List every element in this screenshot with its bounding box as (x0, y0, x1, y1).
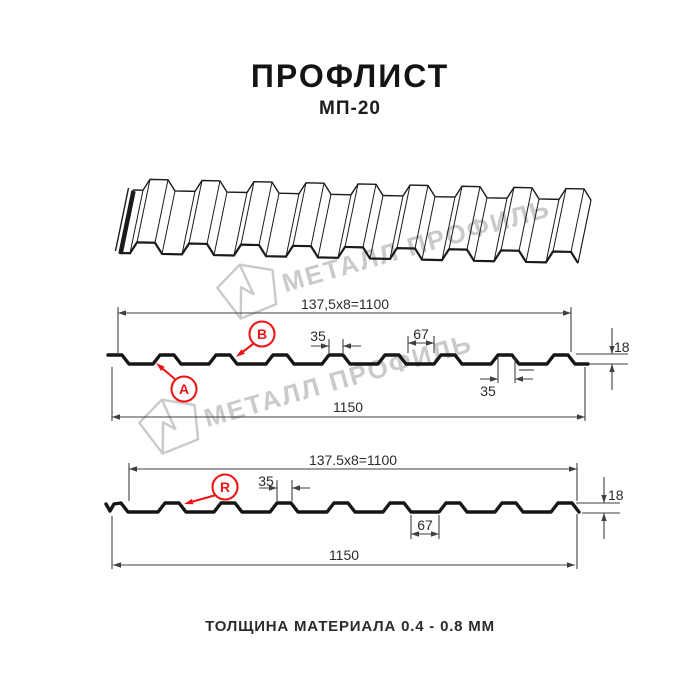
cross-section-a-labels: 137,5x8=1100 35 67 18 35 1150 A B (170, 296, 630, 415)
dim-rib-bottom-a: 35 (480, 383, 496, 399)
metall-profil-logo-icon (138, 398, 200, 455)
material-thickness-note: ТОЛЩИНА МАТЕРИАЛА 0.4 - 0.8 ММ (205, 618, 495, 635)
dim-height-a: 18 (614, 339, 630, 355)
dim-valley-r: 67 (417, 517, 433, 533)
cross-section-a (106, 307, 628, 421)
dim-rib-top-r: 35 (258, 473, 274, 489)
dim-module-width-r: 137.5x8=1100 (309, 452, 397, 468)
dim-valley-a: 67 (413, 326, 429, 342)
label-b-circle (248, 320, 276, 348)
label-b: B (257, 326, 267, 342)
dim-overall-width-r: 1150 (329, 547, 359, 563)
watermark-text: МЕТАЛЛ ПРОФИЛЬ (279, 193, 554, 298)
label-r: R (220, 479, 230, 495)
label-a-circle (170, 375, 198, 403)
page-title: ПРОФЛИСТ (250, 58, 450, 94)
label-a: A (179, 381, 189, 397)
profile-model-subtitle: МП-20 (319, 98, 381, 119)
dim-module-width-a: 137,5x8=1100 (301, 296, 389, 312)
sheet-3d-view (114, 178, 592, 264)
cross-section-r-labels: 137.5x8=1100 35 18 67 1150 R (211, 452, 624, 563)
label-r-circle (211, 473, 239, 501)
dim-height-r: 18 (608, 487, 624, 503)
cross-section-r (104, 463, 620, 569)
dim-rib-top-a: 35 (310, 328, 326, 344)
dim-overall-width-a: 1150 (333, 399, 363, 415)
